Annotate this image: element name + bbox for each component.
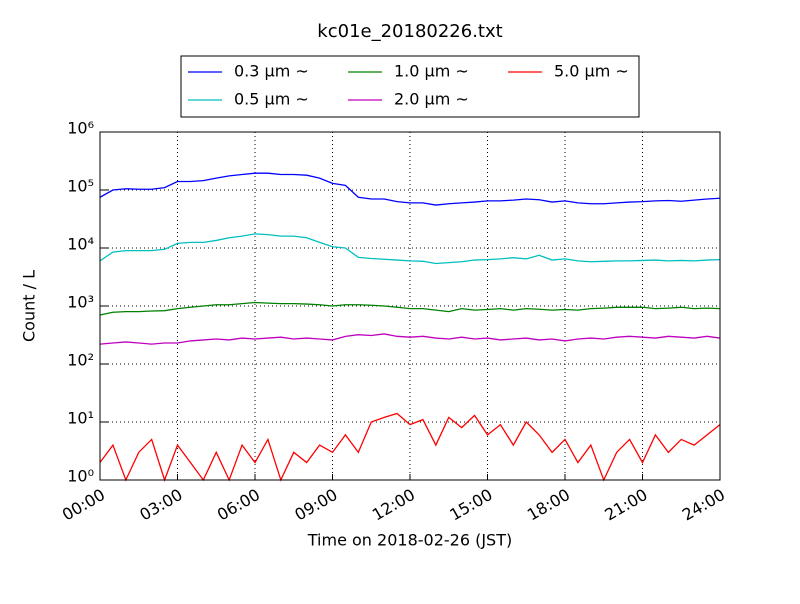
y-axis-label: Count / L: [20, 270, 39, 342]
series-line: [99, 172, 721, 206]
y-tick-label: 10²: [67, 351, 94, 370]
series-line: [99, 333, 721, 345]
y-tick-label: 10¹: [67, 409, 94, 428]
y-tick-label: 10⁰: [67, 467, 94, 486]
y-tick-label: 10⁴: [67, 235, 94, 254]
legend-label: 0.3 μm ~: [234, 62, 309, 81]
y-tick-label: 10³: [67, 293, 94, 312]
series-line: [99, 301, 721, 316]
y-tick-label: 10⁵: [67, 177, 94, 196]
legend-label: 1.0 μm ~: [394, 62, 469, 81]
chart-title: kc01e_20180226.txt: [317, 21, 502, 42]
plot-frame: [99, 131, 721, 481]
series-line: [99, 233, 721, 265]
y-tick-label: 10⁶: [67, 119, 94, 138]
legend-label: 0.5 μm ~: [234, 90, 309, 109]
x-axis-label: Time on 2018-02-26 (JST): [307, 531, 512, 550]
legend-label: 5.0 μm ~: [554, 62, 629, 81]
legend-label: 2.0 μm ~: [394, 90, 469, 109]
legend-box: [180, 55, 640, 118]
